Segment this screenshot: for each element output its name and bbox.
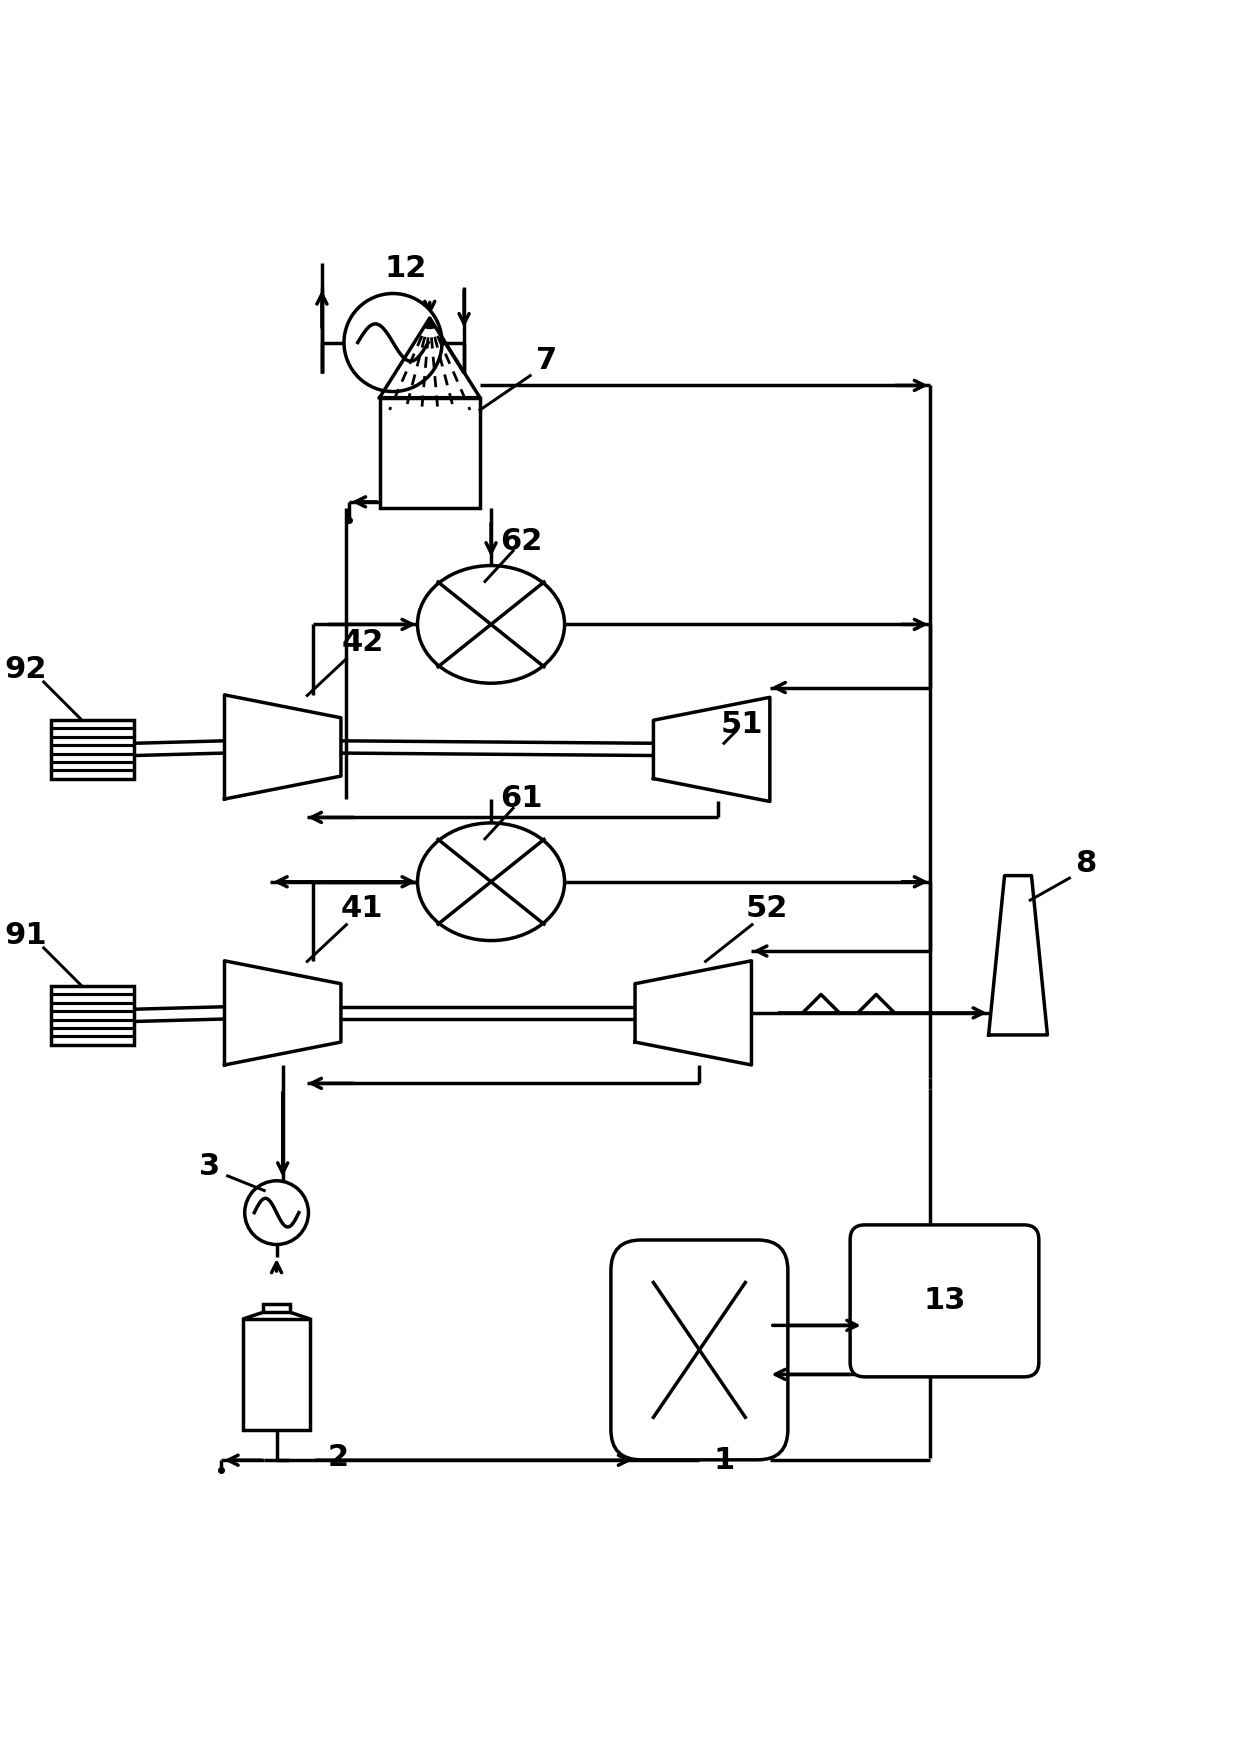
Text: 91: 91: [4, 922, 47, 949]
Bar: [379, 398, 480, 508]
Polygon shape: [635, 962, 751, 1064]
Circle shape: [343, 294, 441, 391]
Polygon shape: [224, 962, 341, 1064]
Text: 3: 3: [198, 1151, 219, 1181]
Text: 13: 13: [924, 1287, 966, 1315]
Bar: [51, 986, 134, 1045]
Text: 1: 1: [713, 1445, 734, 1475]
FancyBboxPatch shape: [611, 1240, 787, 1459]
FancyBboxPatch shape: [851, 1224, 1039, 1377]
Ellipse shape: [418, 565, 564, 683]
Text: 2: 2: [327, 1443, 348, 1473]
Text: 51: 51: [720, 711, 764, 739]
Bar: [51, 720, 134, 779]
Text: 62: 62: [501, 527, 543, 555]
Text: 8: 8: [1075, 849, 1096, 878]
Text: 92: 92: [4, 656, 47, 683]
Polygon shape: [379, 318, 480, 398]
Text: 42: 42: [341, 628, 383, 657]
Polygon shape: [224, 696, 341, 798]
Text: 12: 12: [384, 254, 427, 283]
Text: 41: 41: [341, 894, 383, 923]
Polygon shape: [653, 697, 770, 802]
Ellipse shape: [418, 823, 564, 941]
Text: 52: 52: [745, 894, 787, 923]
Bar: [263, 1304, 290, 1313]
Text: 7: 7: [536, 346, 557, 376]
Bar: [243, 1318, 310, 1429]
Polygon shape: [988, 876, 1048, 1035]
Text: 61: 61: [501, 784, 543, 812]
Circle shape: [244, 1181, 309, 1245]
